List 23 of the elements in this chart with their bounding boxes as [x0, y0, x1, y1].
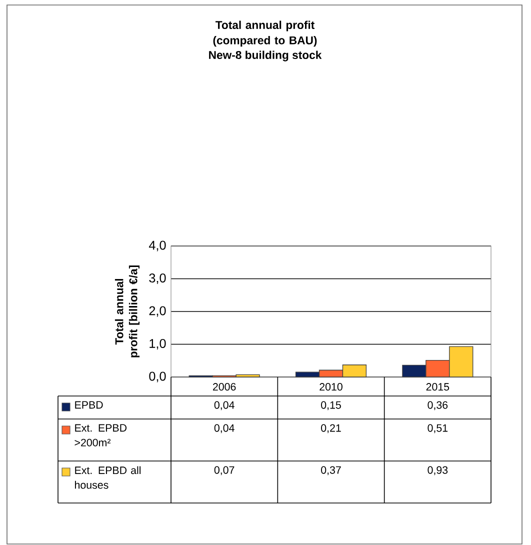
x-tick-label: 2006 — [213, 383, 236, 391]
legend-label: EPBD — [75, 401, 103, 409]
y-tick-label: 1,0 — [150, 339, 166, 350]
legend-label: Ext. EPBD >200m² — [74, 424, 127, 446]
y-tick-label: 0,0 — [149, 372, 166, 382]
data-label: 0,04 — [214, 424, 234, 434]
data-label: 0,07 — [214, 466, 234, 476]
data-label: 0,36 — [428, 401, 448, 410]
chart-title: Total annual profit (compared to BAU) — [213, 20, 317, 47]
y-axis-title: Total annual profit [billion €/a] — [114, 266, 140, 358]
legend-label: Ext. EPBD all houses — [75, 466, 141, 489]
y-tick-label: 3,0 — [149, 274, 166, 284]
data-label: 0,15 — [321, 401, 341, 410]
x-tick-label: 2010 — [320, 383, 342, 391]
data-label: 0,21 — [321, 424, 341, 434]
y-tick-label: 2,0 — [149, 306, 166, 317]
x-tick-label: 2015 — [426, 383, 450, 391]
chart-subtitle: New-8 building stock — [209, 50, 322, 62]
y-tick-label: 4,0 — [148, 240, 166, 252]
data-label: 0,93 — [428, 466, 448, 476]
data-label: 0,37 — [321, 466, 341, 476]
data-label: 0,04 — [214, 401, 234, 410]
data-label: 0,51 — [428, 424, 448, 434]
